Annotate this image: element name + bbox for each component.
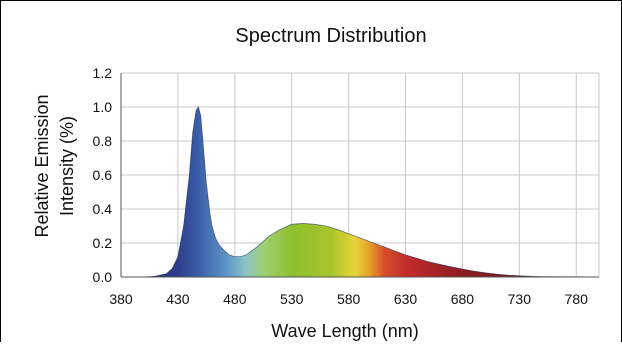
y-tick-label: 0.6 — [93, 167, 113, 183]
x-tick-label: 480 — [223, 291, 247, 307]
x-tick-label: 730 — [508, 291, 532, 307]
y-tick-label: 0.4 — [93, 201, 113, 217]
x-tick-labels: 380 430 480 530 580 630 680 730 780 — [109, 291, 588, 307]
y-axis-label-line-1: Relative Emission — [32, 94, 52, 237]
x-tick-label: 430 — [166, 291, 190, 307]
y-tick-label: 0.8 — [93, 133, 113, 149]
x-axis-label: Wave Length (nm) — [271, 321, 418, 341]
y-axis-label-line-2: Intensity (%) — [57, 116, 77, 216]
x-tick-label: 780 — [565, 291, 589, 307]
x-tick-label: 630 — [394, 291, 418, 307]
x-tick-label: 680 — [451, 291, 475, 307]
x-tick-label: 580 — [337, 291, 361, 307]
x-tick-label: 380 — [109, 291, 133, 307]
y-tick-label: 1.0 — [93, 99, 113, 115]
y-tick-label: 1.2 — [93, 65, 113, 81]
spectrum-line — [121, 106, 594, 278]
x-tick-label: 530 — [280, 291, 304, 307]
plot-area — [121, 106, 594, 278]
y-tick-label: 0.0 — [93, 269, 113, 285]
y-tick-label: 0.2 — [93, 235, 113, 251]
chart-axes — [120, 73, 599, 278]
chart-title: Spectrum Distribution — [235, 25, 426, 47]
spectrum-area — [121, 107, 594, 277]
y-tick-labels: 0.0 0.2 0.4 0.6 0.8 1.0 1.2 — [93, 65, 113, 285]
